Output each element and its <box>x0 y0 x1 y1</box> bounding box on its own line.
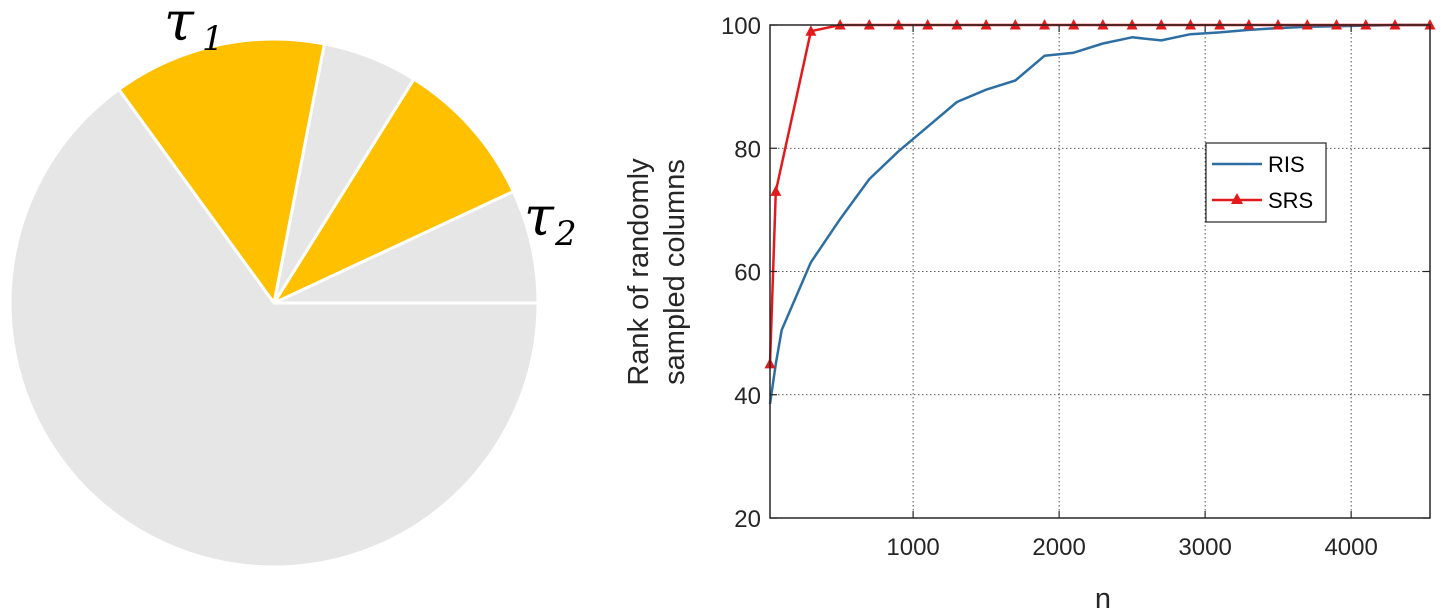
x-axis-label: n <box>1095 583 1111 615</box>
line-chart: 1000 2000 3000 4000 20 40 60 80 100 n Rank of ra… <box>623 13 1436 615</box>
plot-area <box>770 25 1430 518</box>
tau1-label: τ 1 <box>164 0 224 59</box>
legend: RIS SRS <box>1205 142 1327 223</box>
axis-ticks: 1000 2000 3000 4000 20 40 60 80 100 <box>721 13 1430 561</box>
y-tick-label: 80 <box>734 136 761 163</box>
pie-slice-3 <box>117 37 326 305</box>
pie-slice-4 <box>8 87 540 569</box>
x-tick-label: 4000 <box>1324 534 1377 561</box>
pie-slice-1 <box>272 77 515 305</box>
x-tick-label: 3000 <box>1178 534 1231 561</box>
tau1-subscript: 1 <box>202 19 224 59</box>
x-tick-label: 1000 <box>886 534 939 561</box>
y-axis-label-line2: sampled columns <box>659 159 691 385</box>
y-axis-label: Rank of randomly sampled columns <box>623 158 691 386</box>
y-tick-label: 60 <box>734 260 761 287</box>
y-tick-label: 20 <box>734 506 761 533</box>
tau2-symbol: τ <box>524 185 555 248</box>
y-tick-label: 40 <box>734 383 761 410</box>
srs-point-2 <box>805 25 817 36</box>
srs-point-1 <box>770 185 782 196</box>
legend-box <box>1205 142 1327 223</box>
tau1-symbol: τ <box>164 0 195 53</box>
tau2-label: τ 2 <box>524 185 577 254</box>
y-axis-label-line1: Rank of randomly <box>623 158 655 386</box>
legend-ris-label: RIS <box>1268 152 1305 177</box>
pie-slice-0 <box>272 189 540 305</box>
legend-srs-label: SRS <box>1268 188 1313 213</box>
tau2-subscript: 2 <box>554 214 577 254</box>
legend-srs-marker <box>1231 193 1243 204</box>
y-tick-label: 100 <box>721 13 761 40</box>
pie-chart <box>8 37 540 569</box>
x-tick-label: 2000 <box>1032 534 1085 561</box>
